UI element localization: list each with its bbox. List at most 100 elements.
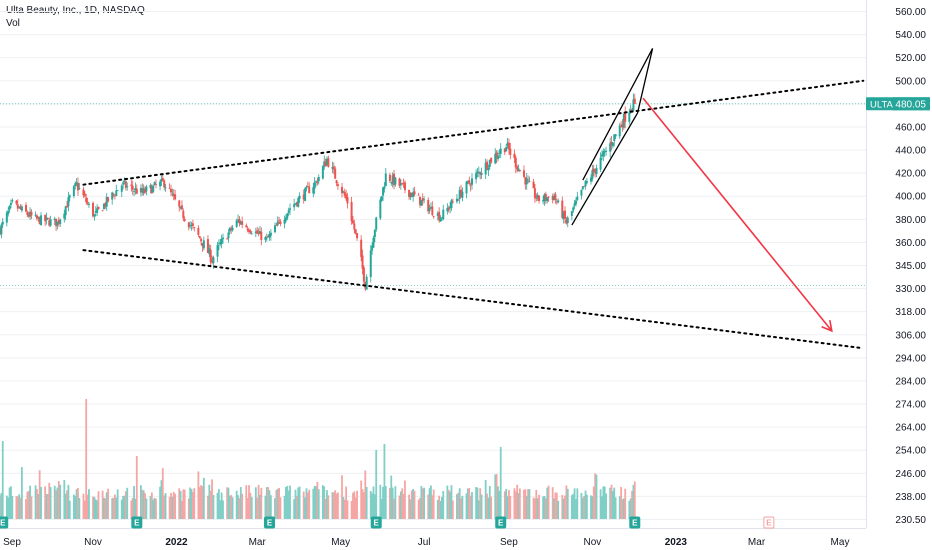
candle-body[interactable] [208,248,211,255]
candle-body[interactable] [94,211,97,213]
candle-body[interactable] [222,237,224,240]
candle-body[interactable] [525,178,528,185]
candle-body[interactable] [171,193,174,195]
candle-body[interactable] [123,180,126,182]
candle-body[interactable] [276,221,279,226]
candle-body[interactable] [592,168,595,172]
candle-body[interactable] [449,206,452,209]
candle-body[interactable] [245,225,248,228]
candle-body[interactable] [605,150,608,152]
candle-body[interactable] [216,245,219,257]
candle-body[interactable] [570,211,573,216]
candle-body[interactable] [83,193,86,197]
candle-body[interactable] [287,210,290,213]
candle-body[interactable] [488,159,491,167]
candle-body[interactable] [201,242,204,247]
candle-body[interactable] [35,215,38,219]
candle-body[interactable] [187,222,190,228]
candle-body[interactable] [353,223,356,230]
candle-body[interactable] [528,181,531,183]
candle-body[interactable] [254,231,257,234]
candle-body[interactable] [45,217,48,220]
candle-body[interactable] [209,249,212,263]
candle-body[interactable] [576,196,579,200]
candle-body[interactable] [180,205,183,210]
candle-body[interactable] [116,190,119,192]
candle-body[interactable] [479,172,482,175]
candle-body[interactable] [402,182,405,184]
candle-body[interactable] [476,171,479,174]
candle-body[interactable] [487,167,490,171]
candle-body[interactable] [371,245,374,251]
candle-body[interactable] [546,197,549,202]
candle-body[interactable] [628,112,631,122]
candle-body[interactable] [298,195,301,199]
candle-body[interactable] [179,206,182,209]
candle-body[interactable] [466,181,469,182]
candle-body[interactable] [269,232,272,236]
candle-body[interactable] [468,180,471,184]
candle-body[interactable] [494,153,497,164]
candle-body[interactable] [398,178,401,186]
candle-body[interactable] [527,179,530,181]
candle-body[interactable] [85,197,88,202]
candle-body[interactable] [38,217,41,225]
candle-body[interactable] [343,191,346,196]
candle-body[interactable] [206,239,209,253]
candle-body[interactable] [97,206,100,209]
candle-body[interactable] [451,201,454,203]
candle-body[interactable] [574,200,577,205]
candle-body[interactable] [305,186,308,189]
candle-body[interactable] [315,181,318,182]
candle-body[interactable] [107,197,110,202]
candle-body[interactable] [524,177,527,185]
candle-body[interactable] [538,195,541,201]
candle-body[interactable] [27,214,30,217]
candle-body[interactable] [34,215,37,216]
candle-body[interactable] [87,203,90,205]
candle-body[interactable] [246,228,249,231]
candle-body[interactable] [436,213,439,216]
candle-body[interactable] [115,190,118,196]
candle-body[interactable] [555,201,558,203]
candle-body[interactable] [67,197,70,207]
candle-body[interactable] [480,172,483,175]
candle-body[interactable] [419,196,421,205]
candle-body[interactable] [306,186,309,187]
candle-body[interactable] [590,177,593,182]
lower-trendline[interactable] [82,249,865,350]
candle-body[interactable] [382,187,385,196]
candle-body[interactable] [258,231,261,235]
candle-body[interactable] [256,230,259,234]
candle-body[interactable] [388,174,391,182]
candle-body[interactable] [390,182,393,184]
volume-label[interactable]: Vol [6,18,20,29]
candle-body[interactable] [342,191,345,193]
candle-body[interactable] [335,180,338,184]
candle-body[interactable] [346,196,349,204]
candle-body[interactable] [284,217,287,221]
candle-body[interactable] [458,190,461,200]
candle-body[interactable] [455,198,458,202]
candle-body[interactable] [585,181,588,183]
candle-body[interactable] [220,239,223,244]
candle-body[interactable] [633,98,636,104]
candle-body[interactable] [391,175,394,184]
candle-body[interactable] [403,182,406,191]
candle-body[interactable] [15,200,18,204]
candle-body[interactable] [29,211,32,217]
earnings-marker[interactable] [763,516,775,529]
candle-body[interactable] [273,225,276,233]
candle-body[interactable] [286,213,289,219]
candle-body[interactable] [583,185,586,187]
candle-body[interactable] [499,148,502,154]
candle-body[interactable] [237,219,240,221]
candle-body[interactable] [49,219,52,226]
candle-body[interactable] [74,183,77,186]
candle-body[interactable] [152,185,155,192]
candle-body[interactable] [553,195,556,201]
candle-body[interactable] [450,200,453,209]
candle-body[interactable] [514,157,517,168]
candle-body[interactable] [566,217,569,224]
candle-body[interactable] [78,188,81,189]
